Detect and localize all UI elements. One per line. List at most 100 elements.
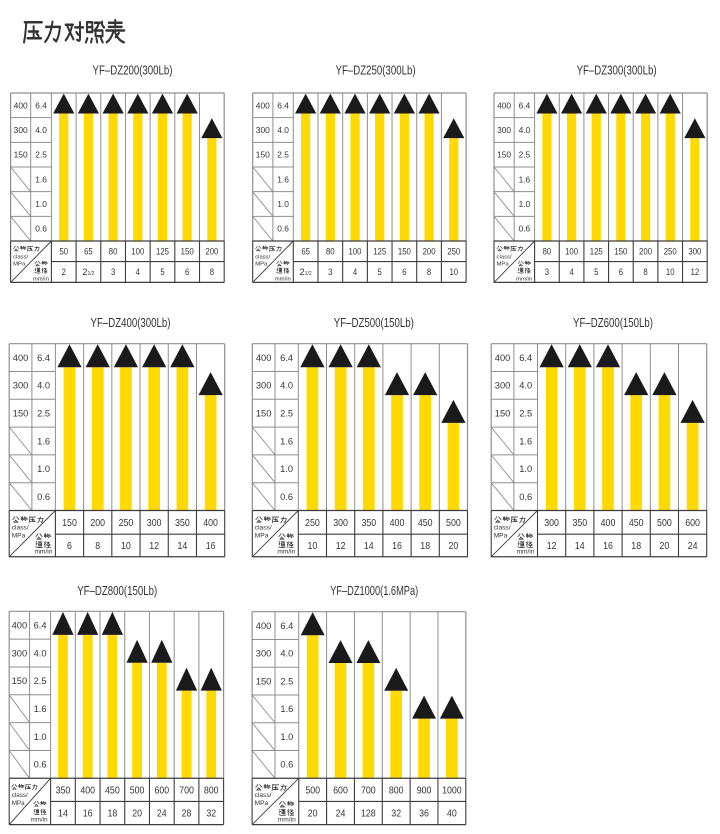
svg-text:class/: class/ [13, 254, 28, 260]
svg-text:700: 700 [361, 785, 376, 796]
svg-text:150: 150 [62, 518, 77, 529]
svg-text:4.0: 4.0 [519, 125, 531, 135]
svg-text:0.6: 0.6 [280, 760, 293, 770]
svg-text:1.0: 1.0 [277, 199, 289, 209]
svg-text:8: 8 [210, 267, 214, 277]
svg-text:4: 4 [569, 267, 573, 277]
svg-text:200: 200 [90, 518, 105, 529]
svg-text:24: 24 [336, 809, 346, 820]
svg-text:125: 125 [590, 247, 603, 257]
svg-text:80: 80 [543, 247, 552, 257]
svg-text:400: 400 [203, 518, 218, 529]
svg-text:class/: class/ [255, 254, 270, 260]
svg-text:500: 500 [446, 518, 461, 529]
svg-text:300: 300 [544, 518, 559, 529]
svg-text:5: 5 [378, 267, 382, 277]
svg-text:14: 14 [575, 541, 585, 552]
svg-text:1.0: 1.0 [37, 464, 50, 474]
svg-text:class/: class/ [255, 524, 272, 531]
svg-text:350: 350 [572, 518, 587, 529]
svg-text:150: 150 [13, 408, 29, 418]
svg-text:32: 32 [391, 809, 401, 820]
svg-text:450: 450 [629, 518, 644, 529]
svg-text:300: 300 [147, 518, 162, 529]
svg-text:4.0: 4.0 [519, 381, 532, 391]
svg-text:2.5: 2.5 [280, 676, 293, 686]
svg-text:6.4: 6.4 [34, 620, 47, 630]
svg-text:2.5: 2.5 [277, 150, 289, 160]
svg-text:MPa: MPa [255, 532, 269, 539]
svg-text:1.6: 1.6 [277, 174, 289, 184]
svg-text:10: 10 [449, 267, 458, 277]
svg-text:class/: class/ [497, 254, 512, 260]
svg-text:8: 8 [427, 267, 431, 277]
svg-text:350: 350 [361, 518, 376, 529]
svg-text:300: 300 [13, 381, 29, 391]
svg-text:300: 300 [256, 649, 272, 659]
svg-text:500: 500 [657, 518, 672, 529]
svg-text:100: 100 [349, 247, 362, 257]
svg-text:150: 150 [181, 247, 194, 257]
svg-text:1.6: 1.6 [34, 704, 47, 714]
svg-text:8: 8 [643, 267, 647, 277]
svg-text:350: 350 [56, 785, 71, 796]
svg-text:250: 250 [119, 518, 134, 529]
svg-text:12: 12 [691, 267, 700, 277]
svg-text:1.0: 1.0 [280, 464, 293, 474]
svg-text:YF–DZ300(300Lb): YF–DZ300(300Lb) [577, 62, 657, 77]
svg-text:YF–DZ200(300Lb): YF–DZ200(300Lb) [93, 62, 173, 77]
svg-text:1.6: 1.6 [519, 436, 532, 446]
svg-text:18: 18 [107, 809, 117, 820]
svg-text:21/2: 21/2 [300, 267, 312, 277]
svg-text:400: 400 [390, 518, 405, 529]
svg-text:3: 3 [328, 267, 332, 277]
svg-text:400: 400 [497, 100, 511, 110]
svg-text:YF–DZ1000(1.6MPa): YF–DZ1000(1.6MPa) [330, 583, 418, 598]
svg-text:1.0: 1.0 [35, 199, 47, 209]
svg-text:250: 250 [664, 247, 677, 257]
svg-text:32: 32 [206, 809, 216, 820]
svg-text:5: 5 [160, 267, 164, 277]
svg-text:16: 16 [206, 541, 216, 552]
svg-text:MPa: MPa [255, 800, 269, 807]
svg-text:8: 8 [95, 541, 100, 552]
svg-text:6: 6 [402, 267, 406, 277]
svg-text:4.0: 4.0 [277, 125, 289, 135]
svg-text:6.4: 6.4 [519, 353, 532, 363]
svg-text:MPa: MPa [255, 262, 268, 268]
svg-text:24: 24 [688, 541, 698, 552]
svg-text:mm/in: mm/in [516, 277, 532, 283]
svg-text:900: 900 [417, 785, 432, 796]
svg-text:350: 350 [175, 518, 190, 529]
svg-text:400: 400 [256, 100, 270, 110]
svg-text:300: 300 [256, 125, 270, 135]
svg-text:0.6: 0.6 [280, 492, 293, 502]
svg-text:14: 14 [364, 541, 374, 552]
svg-text:class/: class/ [12, 792, 28, 799]
svg-text:MPa: MPa [494, 532, 508, 539]
svg-text:YF–DZ800(150Lb): YF–DZ800(150Lb) [77, 583, 157, 598]
svg-text:400: 400 [256, 353, 272, 363]
svg-text:2.5: 2.5 [519, 150, 531, 160]
svg-text:1.0: 1.0 [519, 199, 531, 209]
svg-text:800: 800 [389, 785, 404, 796]
svg-text:150: 150 [256, 408, 272, 418]
svg-text:300: 300 [256, 381, 272, 391]
svg-text:0.6: 0.6 [37, 492, 50, 502]
svg-text:2.5: 2.5 [34, 676, 47, 686]
svg-text:4.0: 4.0 [34, 648, 47, 658]
svg-text:100: 100 [565, 247, 578, 257]
svg-text:20: 20 [449, 541, 459, 552]
svg-text:700: 700 [179, 785, 194, 796]
svg-text:MPa: MPa [497, 262, 510, 268]
svg-text:3: 3 [111, 267, 115, 277]
svg-text:YF–DZ400(300Lb): YF–DZ400(300Lb) [91, 315, 171, 330]
svg-text:400: 400 [256, 621, 272, 631]
svg-text:450: 450 [105, 785, 120, 796]
svg-text:150: 150 [14, 150, 28, 160]
svg-text:6.4: 6.4 [35, 100, 47, 110]
svg-text:600: 600 [685, 518, 700, 529]
svg-text:500: 500 [305, 785, 320, 796]
svg-text:0.6: 0.6 [277, 224, 289, 234]
svg-text:mm/in: mm/in [275, 277, 291, 283]
